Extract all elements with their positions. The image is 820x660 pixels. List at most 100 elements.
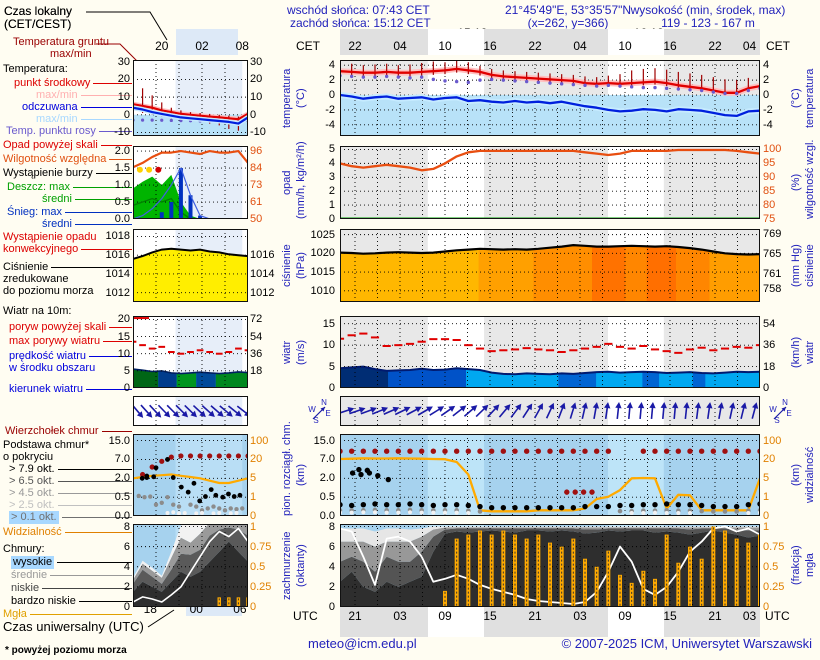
axis-tick-label: 1025 <box>310 228 335 241</box>
sidebar-label: > 0.1 okt. <box>9 511 59 524</box>
sidebar-label: średnie <box>11 569 48 581</box>
sidebar-label: odczuwana <box>22 101 78 113</box>
axis-tick-label: 5 <box>250 472 257 485</box>
axis-tick-label: 15.0 <box>313 434 335 447</box>
chart-m_w <box>340 316 760 388</box>
axis-tick-label: 0.5 <box>250 560 266 573</box>
utc-label-left: UTC <box>293 609 318 623</box>
axis-tick-label: 50 <box>250 213 263 225</box>
axis-tick-label: 4 <box>328 560 335 573</box>
cet-tick: 16 <box>483 39 497 53</box>
email-link[interactable]: meteo@icm.edu.pl <box>308 636 417 651</box>
svg-text:S: S <box>313 416 318 425</box>
axis-unit-label: wiatr <box>281 340 293 364</box>
utc-tick: 15 <box>483 609 497 623</box>
svg-text:N: N <box>321 398 327 407</box>
axis-tick-label: 10 <box>322 339 335 352</box>
axis-tick-label: 20 <box>250 453 263 466</box>
axis-tick-label: 61 <box>250 196 263 209</box>
axis-tick-label: 95 <box>763 157 776 170</box>
cet-tick: 10 <box>618 39 632 53</box>
sidebar-label: w środku obszaru <box>9 362 96 374</box>
leader-line <box>30 614 132 615</box>
axis-tick-label: 1010 <box>310 284 335 297</box>
leader-line <box>81 119 132 120</box>
axis-tick-label: 1.5 <box>114 162 130 175</box>
chart-s_w <box>133 316 248 388</box>
axis-tick-label: 0 <box>763 601 770 613</box>
axis-tick-label: 1014 <box>250 267 275 280</box>
sidebar-label: zredukowane <box>3 273 69 285</box>
axis-unit-label: mgła <box>804 553 816 578</box>
axis-tick-label: 2 <box>328 185 335 198</box>
sidebar-label: Temperatura gruntu <box>13 36 109 48</box>
axis-tick-label: 30 <box>250 55 263 68</box>
axis-tick-label: 1 <box>763 520 770 533</box>
sidebar-label: Śnieg: max <box>7 206 63 218</box>
axis-tick-label: 2.0 <box>114 145 130 158</box>
sunset-label: zachód słońca: 15:12 CET <box>290 16 431 30</box>
sidebar-label: niskie <box>11 582 40 594</box>
chart-m_p <box>340 229 760 302</box>
axis-tick-label: 100 <box>763 143 782 156</box>
axis-tick-label: 0 <box>763 89 770 102</box>
axis-tick-label: 36 <box>763 339 776 352</box>
axis-tick-label: 1 <box>250 520 257 533</box>
axis-tick-label: 96 <box>250 145 263 158</box>
leader-line <box>89 356 132 357</box>
sidebar-label: Czas lokalny <box>4 4 73 18</box>
sidebar-label: max/min <box>36 113 78 125</box>
chart-s_c <box>133 434 248 516</box>
sidebar-label: Wystąpienie burzy <box>3 167 93 179</box>
axis-tick-label: 36 <box>250 347 263 360</box>
axis-unit-label: (km/h) <box>790 336 802 368</box>
sidebar-label: Wiatr na 10m: <box>3 305 72 317</box>
leader-line <box>101 145 132 146</box>
mini-cet-tick: 20 <box>155 39 169 53</box>
axis-unit-label: (oktanty) <box>295 544 307 587</box>
axis-tick-label: 84 <box>250 162 263 175</box>
cet-tick: 22 <box>528 39 542 53</box>
axis-tick-label: -4 <box>325 118 335 131</box>
sidebar-label: bardzo niskie <box>11 595 76 607</box>
axis-unit-label: widzialność <box>804 446 816 504</box>
axis-unit-label: ciśnienie <box>281 244 293 287</box>
axis-tick-label: 20 <box>250 73 263 86</box>
axis-tick-label: 2 <box>328 74 335 87</box>
leader-line <box>79 601 132 602</box>
axis-tick-label: 8 <box>328 520 335 533</box>
axis-tick-label: 2 <box>123 580 130 593</box>
sidebar-label: max/min <box>50 48 92 60</box>
axis-unit-label: (°C) <box>295 88 307 108</box>
axis-unit-label: (hPa) <box>295 252 307 279</box>
copyright-link[interactable]: © 2007-2025 ICM, Uniwersytet Warszawski <box>561 636 812 651</box>
axis-unit-label: (km) <box>295 464 307 486</box>
axis-tick-label: 15 <box>322 317 335 330</box>
sidebar-label: Ciśnienie <box>3 261 49 273</box>
leader-line <box>81 107 132 108</box>
axis-tick-label: 761 <box>763 267 782 280</box>
leader-line <box>42 588 132 589</box>
axis-tick-label: 0.0 <box>114 213 130 225</box>
night-band <box>484 607 608 637</box>
chart-s_o <box>133 146 248 219</box>
axis-tick-label: 758 <box>763 282 782 295</box>
axis-tick-label: 6 <box>123 540 130 553</box>
axis-tick-label: 0 <box>250 601 257 613</box>
cet-tick: 16 <box>663 39 677 53</box>
axis-tick-label: 15.0 <box>108 434 130 447</box>
cet-tick: 22 <box>348 39 362 53</box>
sidebar-label: Widzialność <box>3 526 62 538</box>
svg-text:W: W <box>769 405 777 414</box>
axis-tick-label: 1012 <box>250 286 275 299</box>
utc-axis-label: Czas uniwersalny (UTC) <box>3 619 144 634</box>
svg-text:E: E <box>325 409 330 418</box>
axis-tick-label: 90 <box>763 171 776 184</box>
axis-tick-label: 0 <box>123 382 130 394</box>
axis-tick-label: -10 <box>250 126 266 139</box>
axis-tick-label: 2 <box>763 74 770 87</box>
axis-tick-label: 1014 <box>105 267 130 280</box>
night-band <box>484 29 608 55</box>
sidebar-label: średni <box>42 193 72 205</box>
